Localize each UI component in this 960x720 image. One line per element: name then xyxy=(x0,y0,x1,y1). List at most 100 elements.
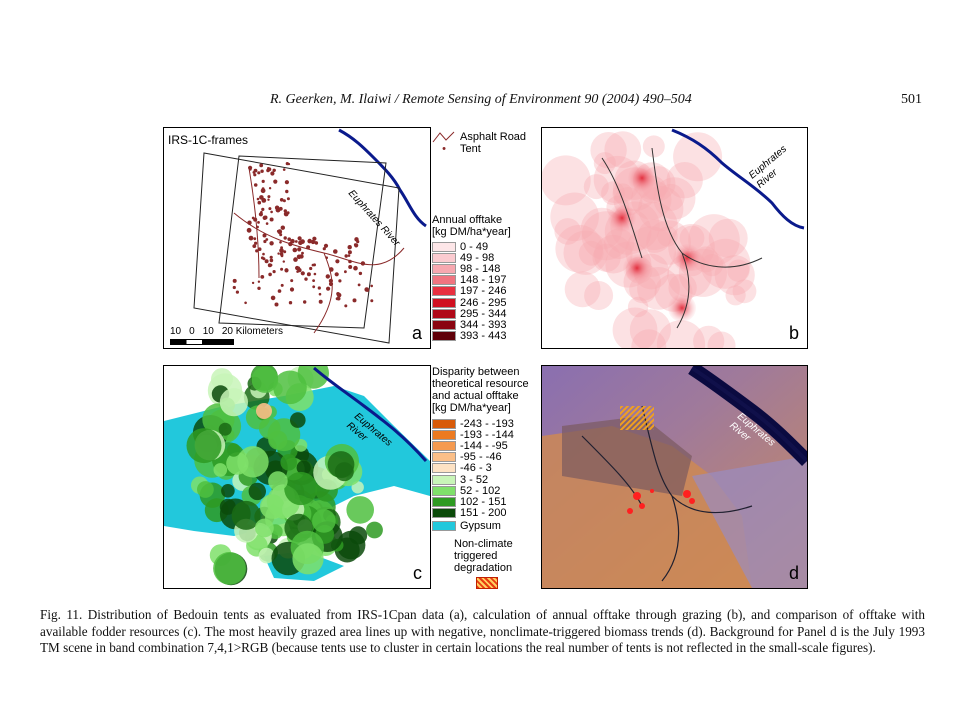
offtake-class-item: 197 - 246 xyxy=(432,285,538,298)
disparity-class-swatch xyxy=(432,440,456,451)
panel-c-map: Euphrates River c xyxy=(163,365,431,589)
offtake-class-swatch xyxy=(432,286,456,297)
disparity-class-swatch xyxy=(432,474,456,485)
scale-tick-2: 0 xyxy=(189,326,195,337)
page-number: 501 xyxy=(901,92,922,107)
offtake-class-swatch xyxy=(432,241,456,252)
offtake-class-swatch xyxy=(432,319,456,330)
disparity-class-label: 151 - 200 xyxy=(460,507,507,520)
scale-tick-4: 20 Kilometers xyxy=(221,326,283,337)
degradation-label-2: triggered xyxy=(454,549,498,562)
disparity-class-item: -193 - -144 xyxy=(432,428,538,441)
tent-points xyxy=(232,162,374,308)
running-head: R. Geerken, M. Ilaiwi / Remote Sensing o… xyxy=(270,92,692,107)
offtake-class-label: 98 - 148 xyxy=(460,262,501,275)
offtake-class-swatch xyxy=(432,308,456,319)
offtake-class-item: 344 - 393 xyxy=(432,318,538,331)
panel-a-title: IRS-1C-frames xyxy=(168,133,249,147)
brown-zone xyxy=(562,416,692,496)
disparity-class-item: 3 - 52 xyxy=(432,474,538,486)
offtake-class-swatch xyxy=(432,297,456,308)
offtake-class-swatch xyxy=(432,331,456,342)
euphrates-river xyxy=(338,128,427,228)
offtake-class-item: 148 - 197 xyxy=(432,274,538,287)
offtake-class-label: 0 - 49 xyxy=(460,240,489,253)
offtake-class-label: 295 - 344 xyxy=(460,307,507,320)
disparity-class-item: 151 - 200 xyxy=(432,507,538,520)
disparity-class-swatch xyxy=(432,508,456,519)
disparity-title-3: and actual offtake xyxy=(432,390,519,402)
offtake-class-label: 148 - 197 xyxy=(460,274,507,287)
disparity-title-1: Disparity between xyxy=(432,366,520,378)
offtake-class-item: 49 - 98 xyxy=(432,251,538,264)
panel-a-map: IRS-1C-frames Euphrates River 10 0 10 20… xyxy=(163,127,431,349)
legend-bottom: Disparity between theoretical resource a… xyxy=(432,366,538,589)
disparity-class-label: -95 - -46 xyxy=(460,451,502,464)
offtake-class-item: 0 - 49 xyxy=(432,240,538,253)
euphrates-river-b xyxy=(671,128,805,230)
scale-tick-3: 10 xyxy=(202,326,214,337)
disparity-class-item: -95 - -46 xyxy=(432,451,538,464)
panel-b-map: Euphrates River b xyxy=(541,127,808,349)
disparity-class-swatch xyxy=(432,496,456,507)
offtake-legend: 0 - 49 49 - 98 98 - 148 148 - 197 197 - 246 2… xyxy=(432,241,538,342)
irs-frame-2 xyxy=(218,155,387,329)
legend-top: Asphalt Road • Tent Annual offtake [kg D… xyxy=(432,130,538,342)
disparity-class-label: -144 - -95 xyxy=(460,439,508,452)
offtake-class-swatch xyxy=(432,275,456,286)
lavender-zone xyxy=(692,456,807,588)
panel-d-satellite: Euphrates River d xyxy=(541,365,808,589)
offtake-heat xyxy=(542,131,757,348)
offtake-class-item: 393 - 443 xyxy=(432,330,538,343)
disparity-title-2: theoretical resource xyxy=(432,378,529,390)
disparity-legend: -243 - -193 -193 - -144 -144 - -95 -95 - -4… xyxy=(432,418,538,519)
panel-d-svg xyxy=(542,366,807,588)
irs-frame-1 xyxy=(193,152,400,344)
offtake-class-swatch xyxy=(432,263,456,274)
disparity-class-label: -193 - -144 xyxy=(460,428,514,441)
disparity-class-item: -144 - -95 xyxy=(432,439,538,452)
panel-c-svg xyxy=(164,366,430,586)
disparity-class-item: 52 - 102 xyxy=(432,484,538,497)
panel-a-letter: a xyxy=(411,323,422,343)
disparity-class-item: -46 - 3 xyxy=(432,462,538,474)
disparity-class-swatch xyxy=(432,463,456,474)
panel-b-svg xyxy=(542,128,805,348)
disparity-class-swatch xyxy=(432,429,456,440)
degradation-hatch xyxy=(620,406,654,430)
disparity-class-label: -243 - -193 xyxy=(460,417,514,430)
tent-symbol: • xyxy=(442,142,446,155)
road-d xyxy=(581,405,753,582)
offtake-class-label: 393 - 443 xyxy=(460,330,507,343)
figure-caption: Fig. 11. Distribution of Bedouin tents a… xyxy=(40,607,925,655)
legend-road: Asphalt Road xyxy=(460,130,527,143)
degradation-swatch xyxy=(476,576,498,589)
road-symbol xyxy=(432,131,455,142)
tent-clusters-d xyxy=(627,489,695,514)
disparity-heat xyxy=(186,366,383,586)
disparity-class-item: 102 - 151 xyxy=(432,495,538,508)
disparity-class-swatch xyxy=(432,485,456,496)
offtake-class-label: 197 - 246 xyxy=(460,285,507,298)
offtake-class-label: 344 - 393 xyxy=(460,318,507,331)
offtake-class-label: 246 - 295 xyxy=(460,296,507,309)
panel-a-svg xyxy=(193,128,427,344)
panel-b-letter: b xyxy=(788,323,799,343)
road-b xyxy=(601,147,763,329)
disparity-class-swatch xyxy=(432,452,456,463)
degradation-label-1: Non-climate xyxy=(454,537,513,550)
offtake-class-item: 295 - 344 xyxy=(432,307,538,320)
offtake-title-2: [kg DM/ha*year] xyxy=(432,226,511,238)
euphrates-river-c xyxy=(313,366,428,462)
panel-c-letter: c xyxy=(413,563,422,583)
degradation-label-3: degradation xyxy=(454,561,513,574)
scale-bar: 10 0 10 20 Kilometers xyxy=(170,326,283,345)
legend-tent: Tent xyxy=(460,142,481,155)
panel-d-letter: d xyxy=(788,563,799,583)
disparity-class-label: 102 - 151 xyxy=(460,495,507,508)
offtake-title-1: Annual offtake xyxy=(432,214,503,226)
offtake-class-label: 49 - 98 xyxy=(460,251,495,264)
legend-gypsum: Gypsum xyxy=(460,520,501,533)
disparity-class-label: 52 - 102 xyxy=(460,484,501,497)
scale-tick-1: 10 xyxy=(170,326,182,337)
